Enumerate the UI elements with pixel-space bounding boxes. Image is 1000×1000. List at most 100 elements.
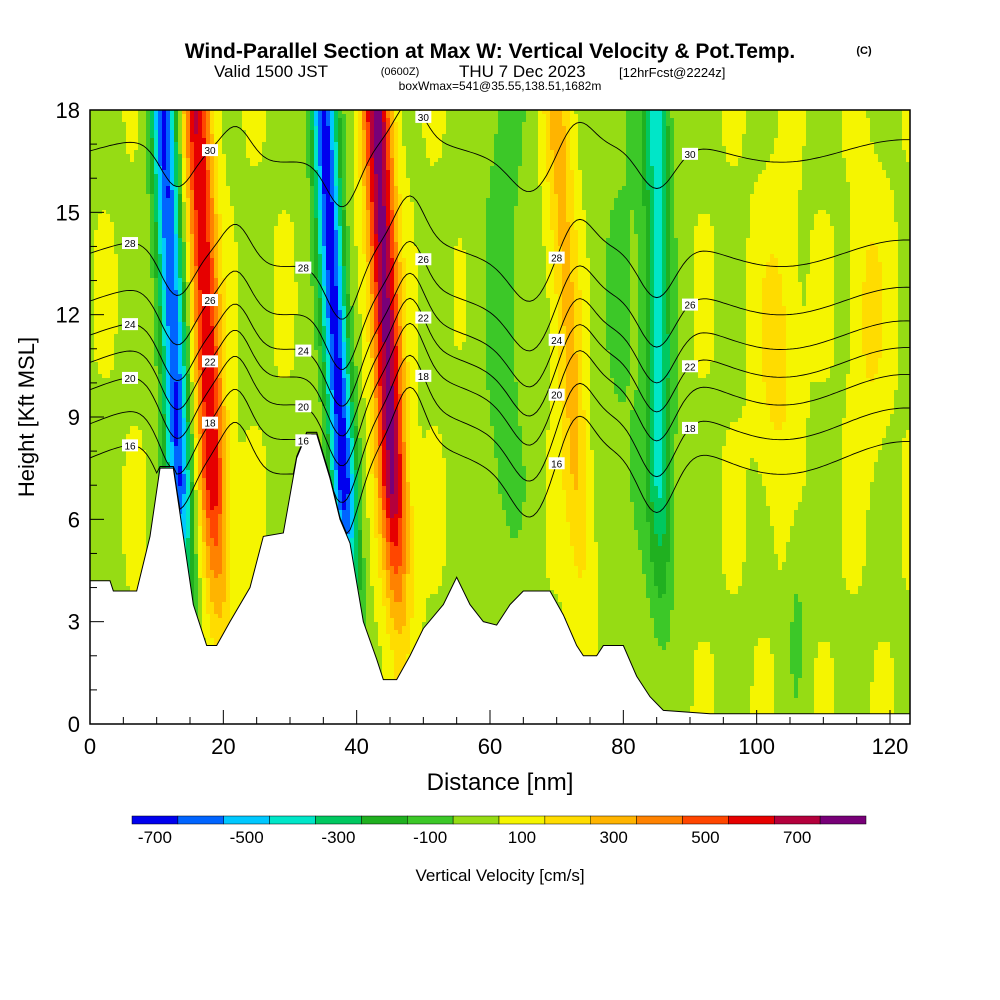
field-cell [118, 130, 123, 135]
field-cell [138, 450, 143, 455]
field-cell [166, 422, 171, 427]
field-cell [106, 286, 111, 291]
field-cell [186, 146, 191, 151]
field-cell [154, 274, 159, 279]
field-cell [162, 114, 167, 119]
field-cell [154, 130, 159, 135]
field-cell [106, 274, 111, 279]
field-cell [90, 254, 95, 259]
field-cell [94, 330, 99, 335]
field-cell [158, 446, 163, 451]
field-cell [182, 266, 187, 271]
field-cell [146, 466, 151, 471]
field-cell [134, 418, 139, 423]
field-cell [126, 394, 131, 399]
field-cell [118, 238, 123, 243]
field-cell [146, 474, 151, 479]
field-cell [90, 118, 95, 123]
field-cell [94, 426, 99, 431]
field-cell [130, 518, 135, 523]
field-cell [98, 142, 103, 147]
field-cell [142, 494, 147, 499]
field-cell [158, 450, 163, 455]
field-cell [118, 262, 123, 267]
field-cell [118, 542, 123, 547]
field-cell [182, 226, 187, 231]
field-cell [210, 462, 215, 467]
field-cell [198, 258, 203, 263]
field-cell [214, 122, 219, 127]
field-cell [122, 346, 127, 351]
field-cell [130, 182, 135, 187]
field-cell [110, 342, 115, 347]
field-cell [94, 442, 99, 447]
field-cell [122, 470, 127, 475]
field-cell [186, 482, 191, 487]
field-cell [158, 406, 163, 411]
field-cell [98, 126, 103, 131]
field-cell [114, 202, 119, 207]
field-cell [162, 202, 167, 207]
field-cell [126, 230, 131, 235]
field-cell [138, 526, 143, 531]
field-cell [166, 338, 171, 343]
field-cell [202, 450, 207, 455]
field-cell [146, 362, 151, 367]
field-cell [134, 522, 139, 527]
field-cell [202, 210, 207, 215]
field-cell [166, 386, 171, 391]
field-cell [150, 170, 155, 175]
field-cell [214, 318, 219, 323]
field-cell [210, 550, 215, 555]
field-cell [166, 202, 171, 207]
field-cell [214, 530, 219, 535]
field-cell [190, 258, 195, 263]
field-cell [210, 430, 215, 435]
field-cell [206, 514, 211, 519]
field-cell [146, 198, 151, 203]
field-cell [198, 358, 203, 363]
field-cell [90, 442, 95, 447]
field-cell [102, 234, 107, 239]
field-cell [138, 466, 143, 471]
field-cell [210, 442, 215, 447]
field-cell [106, 390, 111, 395]
field-cell [174, 122, 179, 127]
field-cell [162, 350, 167, 355]
field-cell [198, 270, 203, 275]
field-cell [102, 374, 107, 379]
field-cell [142, 278, 147, 283]
field-cell [162, 126, 167, 131]
field-cell [118, 450, 123, 455]
field-cell [214, 202, 219, 207]
field-cell [122, 546, 127, 551]
field-cell [158, 422, 163, 427]
field-cell [150, 330, 155, 335]
field-cell [198, 326, 203, 331]
field-cell [150, 398, 155, 403]
field-cell [182, 118, 187, 123]
field-cell [142, 254, 147, 259]
field-cell [150, 490, 155, 495]
field-cell [134, 198, 139, 203]
field-cell [94, 446, 99, 451]
field-cell [102, 306, 107, 311]
field-cell [102, 510, 107, 515]
field-cell [174, 274, 179, 279]
field-cell [98, 214, 103, 219]
field-cell [134, 398, 139, 403]
field-cell [130, 286, 135, 291]
field-cell [102, 290, 107, 295]
field-cell [170, 362, 175, 367]
field-cell [102, 522, 107, 527]
field-cell [126, 382, 131, 387]
field-cell [162, 394, 167, 399]
field-cell [198, 166, 203, 171]
field-cell [210, 346, 215, 351]
field-cell [154, 314, 159, 319]
field-cell [214, 578, 219, 583]
field-cell [90, 414, 95, 419]
field-cell [190, 426, 195, 431]
field-cell [106, 498, 111, 503]
field-cell [202, 190, 207, 195]
